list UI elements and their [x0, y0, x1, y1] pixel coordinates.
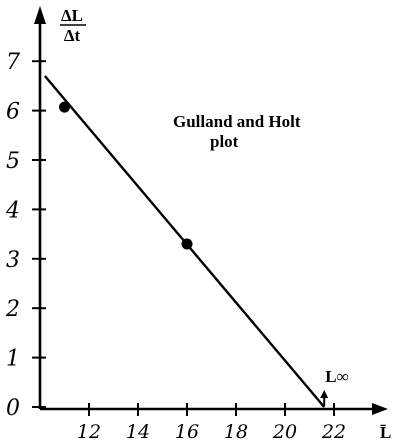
axes	[34, 6, 388, 415]
plot-area: L∞	[43, 75, 349, 408]
y-tick-label: 7	[6, 50, 20, 75]
y-tick-label: 5	[6, 149, 20, 174]
data-point	[59, 101, 70, 113]
chart-title: Gulland and Holt	[173, 112, 301, 131]
y-axis-arrow	[34, 6, 46, 24]
y-axis-label-bottom: Δt	[64, 26, 81, 45]
l-infinity-arrow	[320, 390, 329, 398]
x-axis-arrow	[372, 403, 388, 415]
x-tick-label: 20	[272, 421, 297, 442]
x-tick-label: 22	[321, 421, 346, 442]
x-tick-label: 14	[126, 421, 150, 442]
x-axis-label: L̄	[380, 423, 391, 442]
chart-subtitle: plot	[210, 132, 239, 151]
x-tick-label: 16	[175, 421, 199, 442]
y-tick-label: 4	[5, 198, 20, 223]
y-tick-label: 1	[6, 347, 20, 372]
y-axis-label-top: ΔL	[61, 6, 83, 25]
x-tick-label: 18	[224, 421, 248, 442]
y-tick-label: 3	[6, 248, 20, 273]
l-infinity-label: L∞	[325, 367, 348, 386]
y-tick-label: 6	[6, 100, 20, 125]
y-tick-label: 0	[6, 396, 20, 421]
x-tick-label: 12	[77, 421, 101, 442]
y-tick-label: 2	[5, 297, 20, 322]
data-point	[181, 238, 193, 250]
